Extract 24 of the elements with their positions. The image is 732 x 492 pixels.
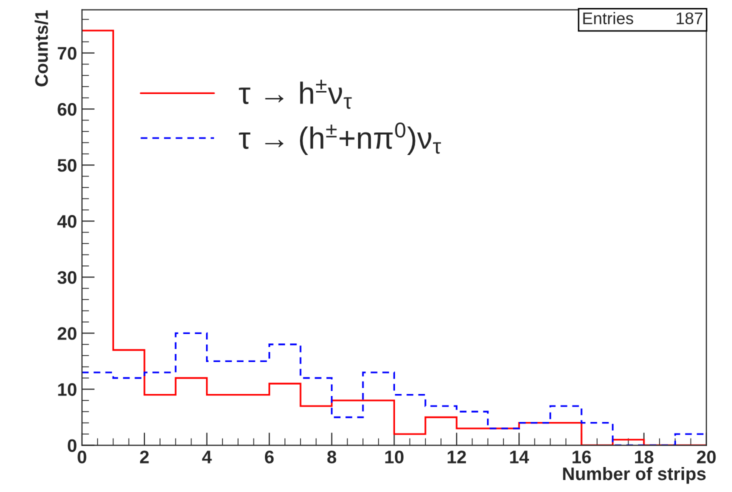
y-tick-label: 50	[58, 159, 76, 172]
x-tick-label: 10	[385, 450, 404, 464]
y-tick-label: 0	[68, 439, 76, 452]
y-tick-label: 40	[57, 215, 76, 228]
x-tick-label: 0	[78, 450, 86, 464]
x-tick-label: 12	[448, 450, 466, 464]
legend-label: τ → (h$^{±}$+nπ$^{0}$)ν$_{τ}$	[238, 122, 441, 155]
x-tick-label: 8	[327, 450, 336, 464]
x-tick-label: 16	[572, 450, 591, 464]
y-tick-label: 60	[58, 102, 76, 116]
y-tick-label: 30	[57, 271, 76, 284]
x-tick-label: 18	[635, 450, 654, 464]
x-tick-label: 2	[140, 450, 149, 464]
x-tick-label: 14	[510, 450, 530, 464]
y-tick-label: 20	[58, 327, 76, 340]
x-tick-label: 4	[202, 450, 212, 464]
y-axis-title: Counts/1	[34, 10, 48, 86]
y-tick-label: 70	[58, 46, 76, 60]
x-tick-label: 20	[696, 450, 716, 464]
x-tick-label: 6	[264, 450, 274, 464]
y-tick-label: 10	[58, 383, 76, 396]
annotation: Entries 187	[583, 12, 702, 24]
legend-label: τ → h$^{±}$ν$_{τ}$	[238, 80, 352, 109]
x-axis-title: Number of strips	[563, 466, 706, 484]
